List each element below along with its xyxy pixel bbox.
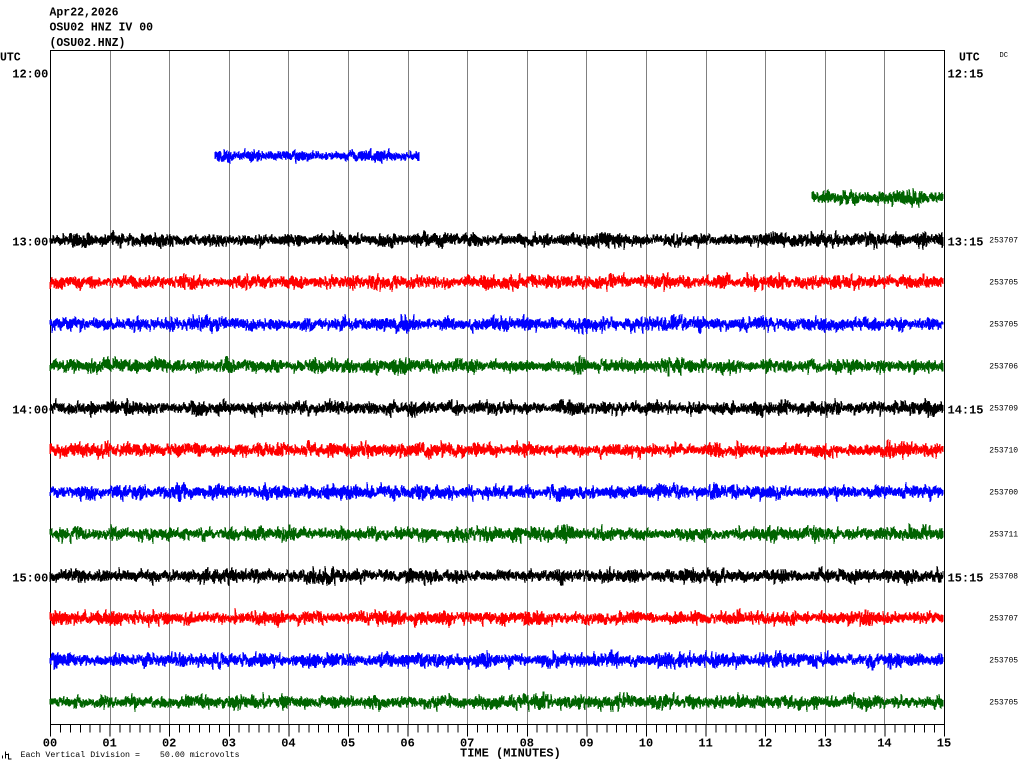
svg-text:13:15: 13:15 — [948, 236, 984, 250]
svg-text:DC: DC — [1000, 52, 1008, 60]
svg-text:253711: 253711 — [989, 531, 1018, 540]
svg-text:253709: 253709 — [989, 405, 1018, 414]
svg-text:253705: 253705 — [989, 279, 1018, 288]
svg-text:253707: 253707 — [989, 615, 1018, 624]
svg-text:03: 03 — [222, 737, 236, 751]
svg-text:12: 12 — [758, 737, 772, 751]
svg-text:12:15: 12:15 — [948, 68, 984, 82]
svg-text:06: 06 — [400, 737, 414, 751]
svg-text:09: 09 — [579, 737, 593, 751]
svg-text:Apr22,2026: Apr22,2026 — [50, 7, 119, 20]
svg-text:253706: 253706 — [989, 363, 1018, 372]
svg-text:04: 04 — [281, 737, 295, 751]
svg-text:05: 05 — [341, 737, 355, 751]
svg-text:15:00: 15:00 — [12, 572, 48, 586]
svg-text:14:00: 14:00 — [12, 404, 48, 418]
svg-text:01: 01 — [102, 737, 116, 751]
svg-text:07: 07 — [460, 737, 474, 751]
svg-text:13:00: 13:00 — [12, 236, 48, 250]
svg-text:08: 08 — [520, 737, 534, 751]
svg-text:13: 13 — [818, 737, 832, 751]
svg-text:(OSU02.HNZ): (OSU02.HNZ) — [50, 37, 126, 50]
svg-text:253705: 253705 — [989, 657, 1018, 666]
svg-text:12:00: 12:00 — [12, 68, 48, 82]
svg-text:OSU02 HNZ IV 00: OSU02 HNZ IV 00 — [50, 22, 154, 35]
svg-text:TIME (MINUTES): TIME (MINUTES) — [460, 747, 561, 761]
svg-text:11: 11 — [698, 737, 712, 751]
svg-text:UTC: UTC — [0, 52, 21, 65]
svg-text:14:15: 14:15 — [948, 404, 984, 418]
svg-text:253700: 253700 — [989, 489, 1018, 498]
svg-text:253708: 253708 — [989, 573, 1018, 582]
svg-text:14: 14 — [877, 737, 891, 751]
svg-text:253710: 253710 — [989, 447, 1018, 456]
svg-text:15: 15 — [937, 737, 951, 751]
svg-text:UTC: UTC — [959, 52, 980, 65]
svg-text:00: 00 — [43, 737, 57, 751]
svg-text:253705: 253705 — [989, 321, 1018, 330]
svg-text:253707: 253707 — [989, 237, 1018, 246]
svg-text:253705: 253705 — [989, 699, 1018, 708]
svg-text:15:15: 15:15 — [948, 572, 984, 586]
svg-text:Each Vertical Division = 50: Each Vertical Division = 50.00 microvolt… — [21, 750, 240, 760]
svg-text:02: 02 — [162, 737, 176, 751]
svg-text:10: 10 — [639, 737, 653, 751]
